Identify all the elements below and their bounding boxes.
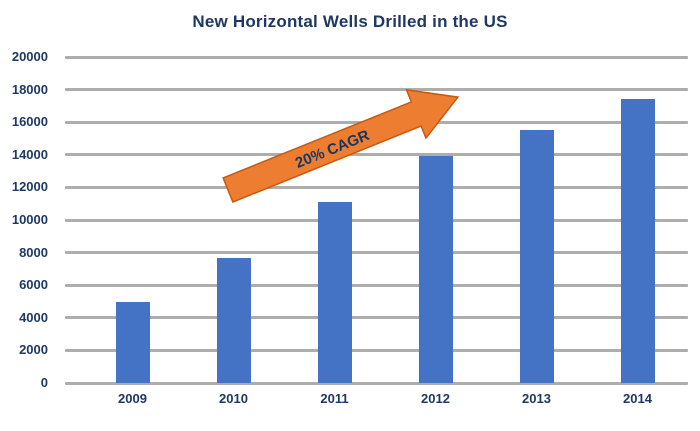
bar-2012 <box>418 156 453 383</box>
bar-2014 <box>620 99 655 383</box>
bar-2010 <box>216 257 251 383</box>
gridline <box>65 55 688 59</box>
gridline <box>65 283 688 287</box>
y-axis: 0 2000 4000 6000 8000 10000 12000 14000 16000 180… <box>0 49 50 390</box>
y-axis-tick-label: 6000 <box>19 277 48 293</box>
y-axis-tick-label: 8000 <box>19 244 48 260</box>
plot-area: 20% CAGR <box>65 55 688 385</box>
x-axis-label-2010: 2010 <box>219 391 248 406</box>
y-axis-tick-label: 0 <box>40 375 48 390</box>
chart-title: New Horizontal Wells Drilled in the US <box>192 12 508 31</box>
gridline <box>65 316 688 320</box>
y-axis-tick-label: 4000 <box>19 309 48 325</box>
bar-2009 <box>115 301 150 383</box>
x-axis-label-2011: 2011 <box>320 391 349 406</box>
gridline <box>65 381 688 385</box>
bar-2011 <box>317 202 352 383</box>
bar-series <box>82 57 688 383</box>
x-axis-labels: 2009 2010 2011 2012 2013 2014 <box>82 391 688 415</box>
gridline <box>65 251 688 255</box>
x-axis: 2009 2010 2011 2012 2013 2014 <box>65 391 688 415</box>
y-axis-tick-label: 12000 <box>11 179 48 195</box>
bar-2013 <box>519 130 554 383</box>
x-axis-label-2009: 2009 <box>118 391 147 406</box>
gridline <box>65 218 688 222</box>
y-axis-tick-label: 18000 <box>11 81 48 97</box>
y-axis-tick-label: 2000 <box>19 342 48 358</box>
gridline <box>65 348 688 352</box>
x-axis-label-2012: 2012 <box>421 391 450 406</box>
y-axis-tick-label: 20000 <box>11 49 48 64</box>
x-axis-label-2014: 2014 <box>623 391 652 406</box>
y-axis-tick-label: 14000 <box>11 146 48 162</box>
x-axis-label-2013: 2013 <box>522 391 551 406</box>
y-axis-tick-label: 10000 <box>11 212 48 227</box>
y-axis-tick-label: 16000 <box>11 114 48 130</box>
